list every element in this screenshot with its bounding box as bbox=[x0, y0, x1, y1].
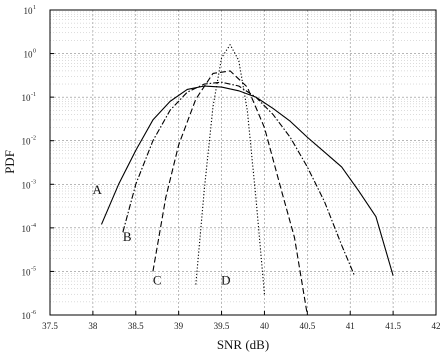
y-tick-label: 10-1 bbox=[22, 92, 37, 103]
x-tick-label: 37.5 bbox=[42, 321, 58, 331]
plot-frame bbox=[49, 9, 437, 316]
x-tick-label: 39 bbox=[174, 321, 184, 331]
series-line-d bbox=[195, 44, 265, 295]
x-tick-label: 38 bbox=[88, 321, 98, 331]
y-tick-label: 10-6 bbox=[22, 310, 37, 321]
minor-gridlines bbox=[50, 11, 436, 303]
x-axis-ticks: 37.5 38 38.5 39 39.5 40 40.5 41 41.5 42 bbox=[42, 311, 441, 331]
y-tick-label: 10-3 bbox=[22, 179, 37, 190]
x-tick-label: 42 bbox=[432, 321, 441, 331]
plot-area bbox=[50, 10, 436, 315]
series-line-c bbox=[152, 70, 308, 316]
series-line-b bbox=[122, 81, 356, 276]
y-tick-label: 101 bbox=[24, 5, 37, 16]
x-axis-title: SNR (dB) bbox=[217, 337, 269, 352]
x-tick-label: 40 bbox=[260, 321, 270, 331]
series-line-a bbox=[100, 85, 394, 276]
curve-label-d: D bbox=[221, 273, 230, 288]
x-tick-label: 39.5 bbox=[214, 321, 230, 331]
series-layer bbox=[100, 44, 394, 316]
curve-annotations: A B C D bbox=[92, 182, 230, 288]
curve-label-b: B bbox=[123, 229, 132, 244]
curve-label-c: C bbox=[153, 273, 162, 288]
curve-label-a: A bbox=[92, 182, 102, 197]
x-tick-label: 41.5 bbox=[385, 321, 401, 331]
y-tick-label: 10-4 bbox=[22, 223, 37, 234]
y-axis-title: PDF bbox=[2, 150, 17, 174]
y-tick-label: 10-5 bbox=[22, 266, 37, 277]
y-axis-ticks: 101 100 10-1 10-2 10-3 10-4 10-5 10-6 bbox=[22, 5, 54, 321]
y-tick-label: 10-2 bbox=[22, 136, 37, 147]
major-gridlines bbox=[49, 9, 437, 316]
x-tick-label: 41 bbox=[346, 321, 355, 331]
x-tick-label: 40.5 bbox=[299, 321, 315, 331]
y-tick-label: 100 bbox=[24, 49, 37, 60]
x-tick-label: 38.5 bbox=[128, 321, 144, 331]
